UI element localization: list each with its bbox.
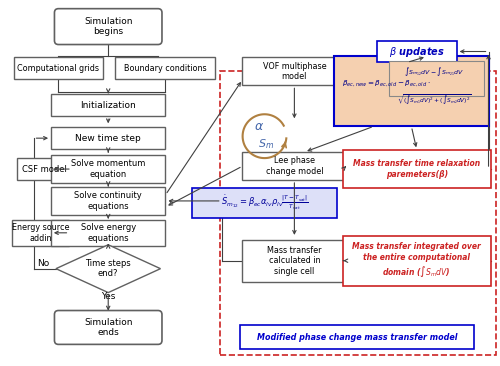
- Bar: [334, 56, 488, 126]
- Text: Mass transfer time relaxation
paremeters(β): Mass transfer time relaxation paremeters…: [354, 159, 480, 179]
- Text: Solve energy
equations: Solve energy equations: [80, 223, 136, 243]
- Bar: [240, 325, 474, 350]
- Bar: [343, 236, 490, 285]
- Text: CSF model: CSF model: [22, 165, 67, 173]
- Bar: [192, 188, 336, 218]
- Text: α: α: [254, 120, 262, 133]
- Bar: [17, 158, 72, 180]
- Bar: [51, 220, 166, 246]
- Bar: [115, 57, 214, 79]
- Text: VOF multiphase
model: VOF multiphase model: [262, 62, 326, 81]
- Bar: [220, 71, 496, 355]
- Bar: [377, 41, 456, 63]
- Text: $\beta_{ec,new}=\beta_{ec,old}-\beta_{ec,old}\cdot$: $\beta_{ec,new}=\beta_{ec,old}-\beta_{ec…: [342, 78, 431, 88]
- Bar: [14, 57, 103, 79]
- Text: $\dot{S}_{m_{12}}=\beta_{ec}\alpha_{lv}\rho_{lv}\frac{|T-T_{sat}|}{T_{sat}}$: $\dot{S}_{m_{12}}=\beta_{ec}\alpha_{lv}\…: [220, 194, 308, 212]
- Text: Lee phase
change model: Lee phase change model: [266, 156, 323, 176]
- Text: Simulation
begins: Simulation begins: [84, 17, 132, 36]
- Bar: [343, 150, 490, 188]
- Bar: [51, 127, 166, 149]
- Text: Solve momentum
equation: Solve momentum equation: [71, 159, 146, 179]
- Text: Computational grids: Computational grids: [18, 64, 100, 73]
- Text: Mass transfer
calculated in
single cell: Mass transfer calculated in single cell: [267, 246, 322, 276]
- Text: $\sqrt{(\int S_{m_1}dV)^2+(\int S_{m_2}dV)^2}$: $\sqrt{(\int S_{m_1}dV)^2+(\int S_{m_2}d…: [397, 93, 472, 107]
- Polygon shape: [56, 245, 160, 292]
- Text: $\int S_{m_{12}}dV-\int S_{m_{21}}dV$: $\int S_{m_{12}}dV-\int S_{m_{21}}dV$: [404, 66, 465, 78]
- Bar: [51, 155, 166, 183]
- Bar: [12, 220, 70, 246]
- Text: $S_m$: $S_m$: [258, 137, 274, 151]
- Bar: [242, 240, 346, 281]
- Text: Simulation
ends: Simulation ends: [84, 318, 132, 337]
- Text: Yes: Yes: [101, 292, 116, 301]
- Bar: [389, 61, 484, 96]
- Text: Solve continuity
equations: Solve continuity equations: [74, 191, 142, 210]
- Text: No: No: [38, 259, 50, 268]
- Bar: [51, 187, 166, 215]
- Bar: [242, 57, 346, 85]
- Bar: [51, 94, 166, 116]
- Text: Mass transfer integrated over
the entire computational
domain ($\int S_m dV$): Mass transfer integrated over the entire…: [352, 242, 481, 279]
- Text: Initialization: Initialization: [80, 101, 136, 110]
- Text: New time step: New time step: [76, 134, 141, 143]
- Text: Time steps
end?: Time steps end?: [86, 259, 131, 279]
- Text: Modified phase change mass transfer model: Modified phase change mass transfer mode…: [257, 333, 458, 342]
- FancyBboxPatch shape: [54, 310, 162, 344]
- Text: Boundary conditions: Boundary conditions: [124, 64, 206, 73]
- FancyBboxPatch shape: [54, 9, 162, 45]
- Text: $\beta$ updates: $\beta$ updates: [389, 45, 445, 59]
- Text: Energy source
addin: Energy source addin: [12, 223, 70, 243]
- Bar: [242, 152, 346, 180]
